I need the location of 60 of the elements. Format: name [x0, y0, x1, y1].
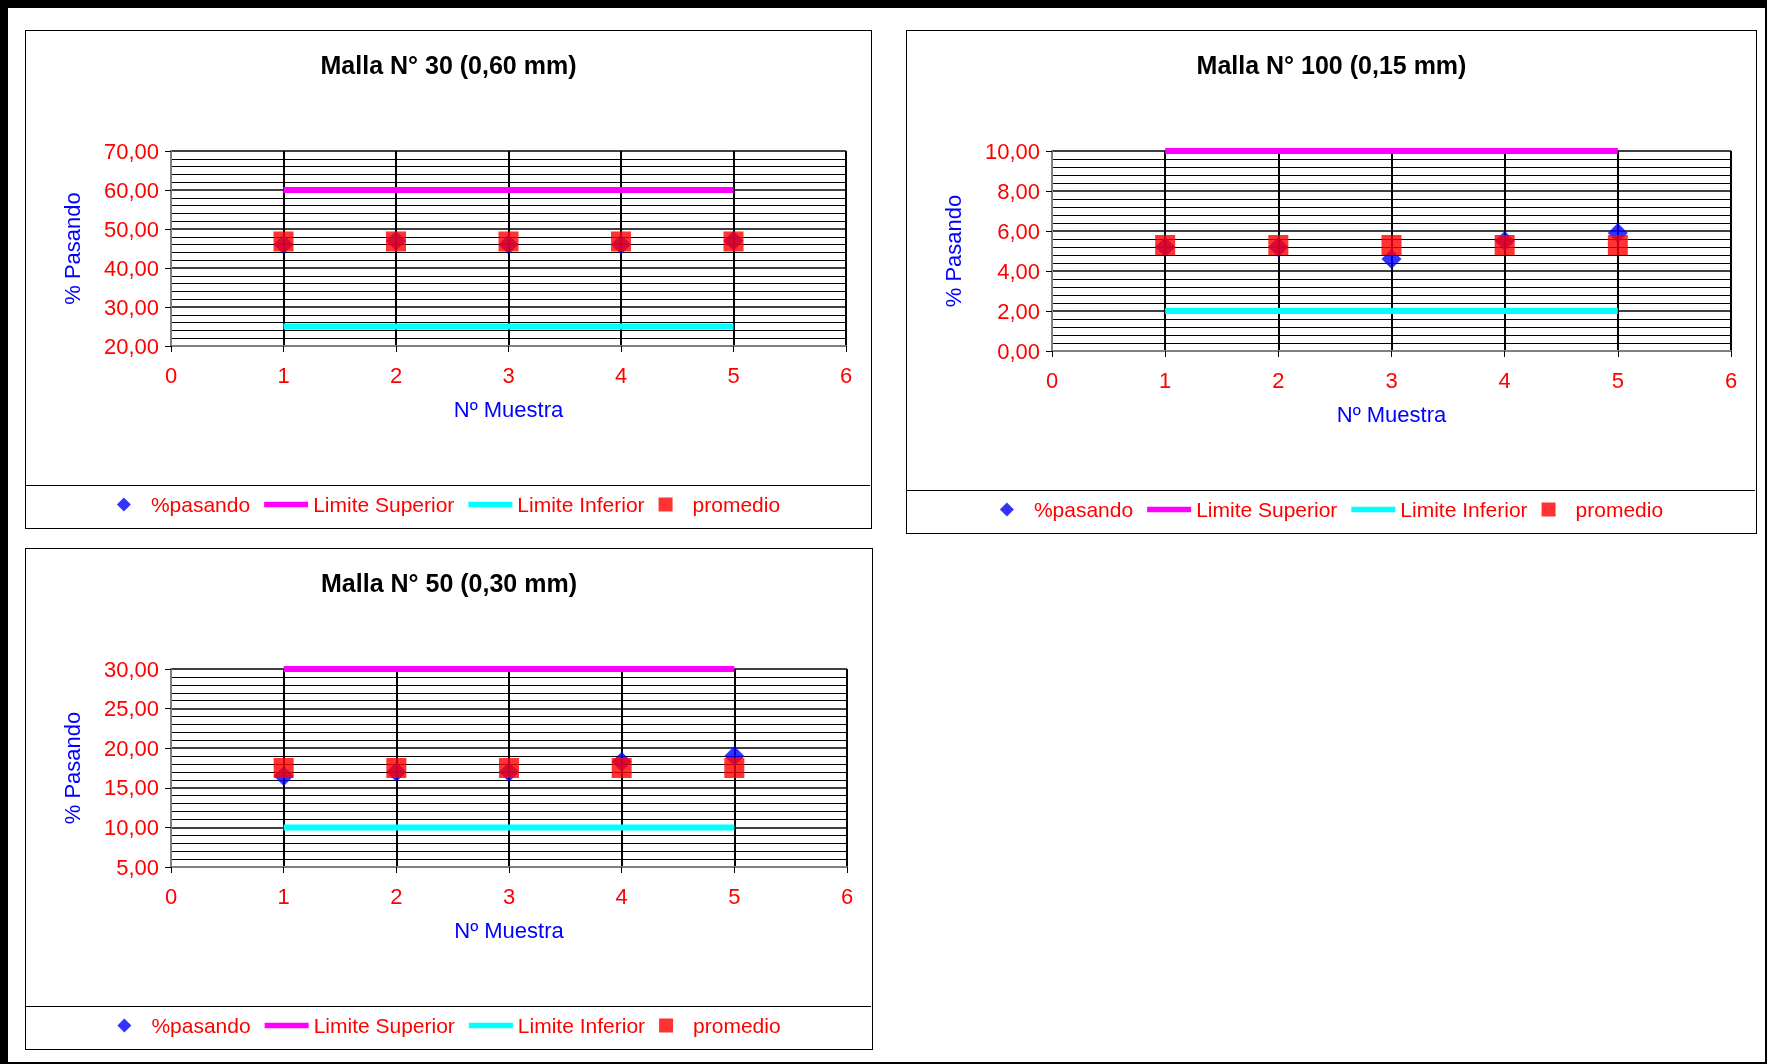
- x-tick-label: 4: [615, 883, 628, 909]
- y-tick-label: 30,00: [103, 294, 159, 320]
- y-tick-label: 5,00: [116, 854, 159, 880]
- y-axis-title: % Pasando: [59, 192, 85, 305]
- y-tick-label: 10,00: [984, 138, 1040, 164]
- x-tick-label: 2: [389, 362, 403, 388]
- y-tick-label: 8,00: [997, 178, 1040, 204]
- x-tick-label: 5: [727, 362, 740, 388]
- x-tick-label: 1: [277, 883, 290, 909]
- y-tick-label: 25,00: [103, 696, 159, 722]
- x-axis-title: Nº Muestra: [453, 396, 565, 422]
- legend-label: Limite Inferior: [517, 1014, 646, 1037]
- x-tick-label: 5: [1611, 367, 1624, 393]
- y-axis-title: % Pasando: [59, 711, 85, 825]
- x-tick-label: 4: [614, 362, 628, 388]
- x-tick-label: 3: [1385, 367, 1398, 393]
- legend-label: Limite Superior: [313, 493, 455, 516]
- x-tick-label: 1: [1159, 367, 1172, 393]
- x-tick-label: 1: [277, 362, 290, 388]
- x-tick-label: 0: [164, 362, 178, 388]
- legend-label: %pasando: [150, 493, 251, 516]
- y-tick-label: 10,00: [103, 814, 159, 840]
- chart-title: Malla N° 100 (0,15 mm): [1196, 50, 1467, 79]
- x-tick-label: 0: [164, 883, 178, 909]
- x-axis-title: Nº Muestra: [1336, 401, 1448, 427]
- legend-label: promedio: [693, 1014, 781, 1037]
- y-tick-label: 30,00: [103, 656, 159, 682]
- x-tick-label: 3: [502, 883, 516, 909]
- y-tick-label: 0,00: [997, 338, 1040, 364]
- legend-label: promedio: [692, 493, 781, 516]
- legend-label: Limite Superior: [1196, 498, 1338, 521]
- legend-label: Limite Inferior: [1400, 498, 1528, 521]
- y-tick-label: 70,00: [103, 138, 159, 164]
- x-tick-label: 3: [502, 362, 515, 388]
- x-tick-label: 2: [1272, 367, 1285, 393]
- legend-label: Limite Inferior: [517, 493, 645, 516]
- x-tick-label: 6: [839, 362, 853, 388]
- legend-label: promedio: [1575, 498, 1664, 521]
- y-tick-label: 40,00: [103, 255, 159, 281]
- x-tick-label: 4: [1498, 367, 1511, 393]
- y-tick-label: 20,00: [103, 333, 159, 359]
- y-tick-label: 15,00: [103, 775, 159, 801]
- legend-label: %pasando: [1033, 498, 1134, 521]
- y-tick-label: 60,00: [103, 177, 159, 203]
- x-tick-label: 5: [728, 883, 741, 909]
- legend-label: Limite Superior: [313, 1014, 455, 1037]
- x-tick-label: 0: [1045, 367, 1059, 393]
- x-tick-label: 6: [1724, 367, 1738, 393]
- chart-title: Malla N° 30 (0,60 mm): [320, 50, 577, 79]
- y-tick-label: 2,00: [997, 298, 1040, 324]
- x-tick-label: 2: [390, 883, 403, 909]
- y-tick-label: 20,00: [103, 735, 159, 761]
- chart-title: Malla N° 50 (0,30 mm): [321, 568, 577, 597]
- legend-label: %pasando: [151, 1014, 251, 1037]
- x-axis-title: Nº Muestra: [454, 917, 565, 943]
- y-tick-label: 4,00: [997, 258, 1040, 284]
- x-tick-label: 6: [840, 883, 854, 909]
- y-tick-label: 50,00: [103, 216, 159, 242]
- y-axis-title: % Pasando: [940, 194, 966, 308]
- y-tick-label: 6,00: [997, 218, 1040, 244]
